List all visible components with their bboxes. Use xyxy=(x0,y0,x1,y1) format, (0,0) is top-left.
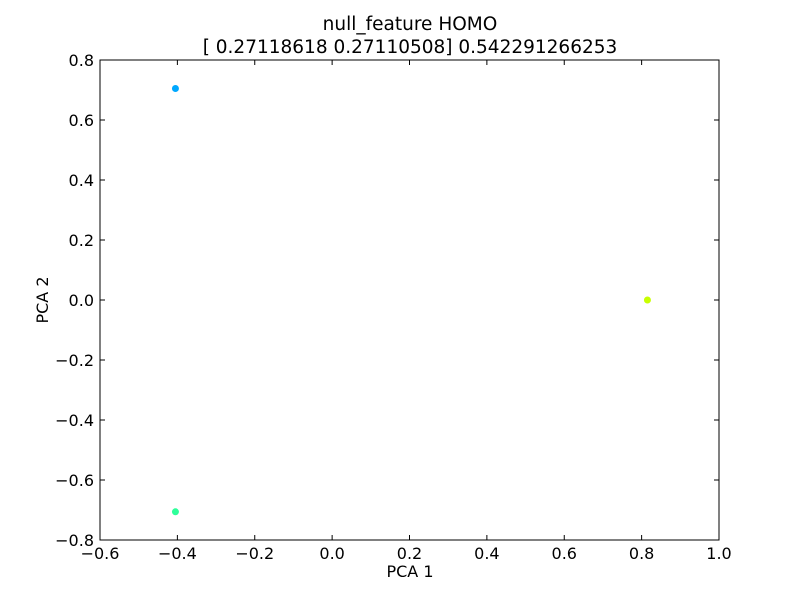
x-tick-label: −0.6 xyxy=(81,544,120,563)
x-tick-label: 0.6 xyxy=(552,544,577,563)
y-tick-label: −0.8 xyxy=(55,531,94,550)
x-tick-label: 0.0 xyxy=(319,544,344,563)
y-axis-label: PCA 2 xyxy=(33,276,52,323)
plot-frame xyxy=(99,59,720,541)
y-tick-label: 0.2 xyxy=(69,231,94,250)
y-tick-label: 0.4 xyxy=(69,171,94,190)
x-tick-label: 0.2 xyxy=(397,544,422,563)
y-tick-label: 0.8 xyxy=(69,51,94,70)
chart-subtitle: [ 0.27118618 0.27110508] 0.542291266253 xyxy=(203,37,618,58)
x-axis-label: PCA 1 xyxy=(386,562,433,581)
x-tick-label: 0.8 xyxy=(629,544,654,563)
chart-title: null_feature HOMO xyxy=(323,14,498,35)
x-tick-label: 0.4 xyxy=(474,544,499,563)
data-point xyxy=(171,508,179,516)
data-point xyxy=(643,296,651,304)
y-tick-label: −0.4 xyxy=(55,411,94,430)
x-tick-label: 1.0 xyxy=(706,544,731,563)
y-tick-label: 0.6 xyxy=(69,111,94,130)
y-tick-label: −0.2 xyxy=(55,351,94,370)
y-tick-label: 0.0 xyxy=(69,291,94,310)
x-tick-label: −0.2 xyxy=(235,544,274,563)
y-tick-label: −0.6 xyxy=(55,471,94,490)
data-point xyxy=(171,85,179,92)
x-tick-label: −0.4 xyxy=(158,544,197,563)
